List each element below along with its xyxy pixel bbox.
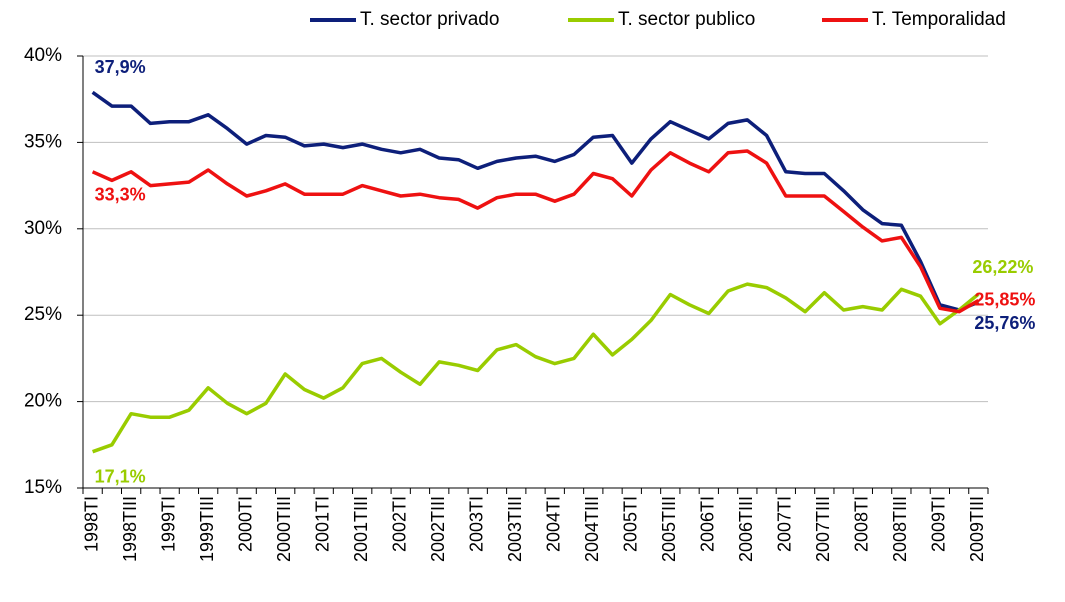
- y-tick-label: 25%: [24, 304, 62, 325]
- x-tick-label: 2005TIII: [659, 496, 679, 562]
- series-line: [92, 282, 980, 454]
- x-tick-label: 2007TIII: [813, 496, 833, 562]
- x-tick-label: 2009TIII: [967, 496, 987, 562]
- x-tick-label: 2000TI: [235, 496, 255, 552]
- legend-label: T. Temporalidad: [872, 9, 1006, 30]
- x-tick-label: 2009TI: [929, 496, 949, 552]
- series-line: [91, 90, 980, 312]
- y-tick-label: 30%: [24, 218, 62, 239]
- x-tick-label: 2008TIII: [890, 496, 910, 562]
- legend-label: T. sector publico: [618, 9, 755, 30]
- x-tick-label: 1999TI: [158, 496, 178, 552]
- x-tick-label: 2000TIII: [274, 496, 294, 562]
- value-label: 33,3%: [95, 185, 146, 205]
- x-tick-label: 2002TI: [389, 496, 409, 552]
- value-label: 17,1%: [95, 466, 146, 486]
- y-tick-label: 15%: [24, 477, 62, 498]
- y-tick-label: 40%: [24, 45, 62, 66]
- x-tick-label: 1999TIII: [197, 496, 217, 562]
- x-tick-label: 2001TI: [312, 496, 332, 552]
- x-tick-label: 2003TI: [466, 496, 486, 552]
- y-tick-label: 20%: [24, 391, 62, 412]
- x-tick-label: 2003TIII: [505, 496, 525, 562]
- x-tick-label: 2007TI: [775, 496, 795, 552]
- x-tick-label: 1998TIII: [120, 496, 140, 562]
- x-tick-label: 2005TI: [621, 496, 641, 552]
- x-tick-label: 2001TIII: [351, 496, 371, 562]
- x-tick-label: 2006TIII: [736, 496, 756, 562]
- series-line: [91, 149, 980, 314]
- value-label: 25,85%: [974, 289, 1035, 309]
- legend-label: T. sector privado: [360, 9, 499, 30]
- x-tick-label: 2008TI: [852, 496, 872, 552]
- x-tick-label: 2004TIII: [582, 496, 602, 562]
- y-tick-label: 35%: [24, 131, 62, 152]
- value-label: 26,22%: [972, 257, 1033, 277]
- x-tick-label: 2002TIII: [428, 496, 448, 562]
- x-tick-label: 2006TI: [698, 496, 718, 552]
- x-tick-label: 2004TI: [544, 496, 564, 552]
- value-label: 37,9%: [95, 57, 146, 77]
- x-tick-label: 1998TI: [81, 496, 101, 552]
- value-label: 25,76%: [974, 313, 1035, 333]
